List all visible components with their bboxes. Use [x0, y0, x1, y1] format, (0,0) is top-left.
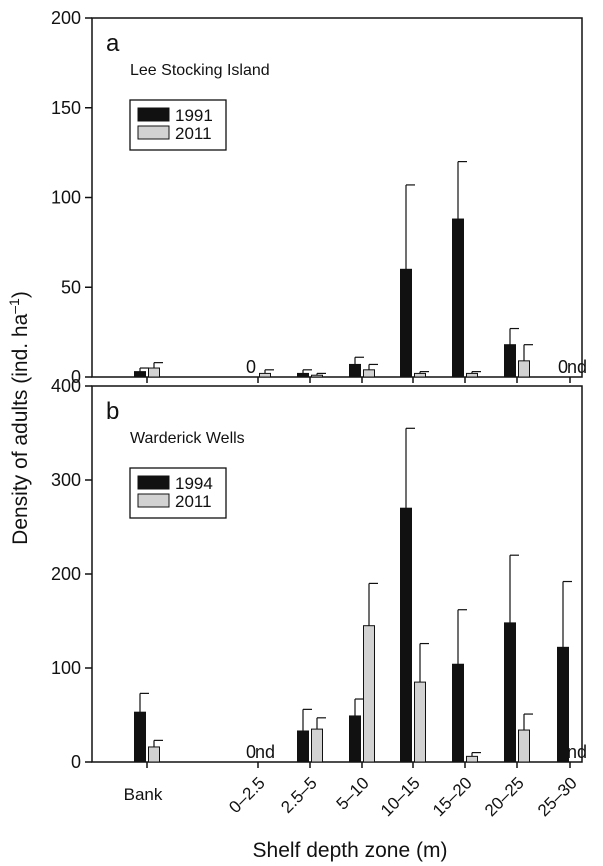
bar-1994: [452, 663, 464, 763]
bar-2011: [466, 755, 478, 763]
bar-1994: [349, 715, 361, 763]
y-axis-label: Density of adults (ind. ha–1): [6, 291, 32, 545]
bar-annotation: nd: [567, 357, 587, 377]
bar-annotation: 0: [246, 357, 256, 377]
panel-a: 0 50 100 150 200 a Lee Stocking Island 19912011…: [51, 8, 587, 387]
legend-swatch: [137, 125, 170, 140]
bar-2011: [259, 372, 271, 378]
legend-label: 2011: [175, 492, 212, 511]
bar-2011: [148, 746, 160, 763]
category-label: Bank: [124, 785, 163, 804]
bar-annotation: 0: [246, 742, 256, 762]
bar-annotation: 0: [558, 357, 568, 377]
bar-annotation: nd: [567, 742, 587, 762]
bar-1991: [349, 363, 361, 378]
legend-label: 1991: [175, 106, 213, 125]
y-tick-label: 50: [61, 277, 81, 297]
panel-letter: b: [106, 398, 119, 425]
category-label: 2.5–5: [277, 773, 321, 817]
x-axis-label: Shelf depth zone (m): [253, 839, 448, 862]
bar-2011: [414, 372, 426, 378]
bar-1991: [297, 372, 309, 378]
y-tick-label: 0: [71, 367, 81, 387]
legend-swatch: [137, 475, 170, 490]
bar-1991: [504, 344, 516, 378]
legend-swatch: [137, 107, 170, 122]
bar-2011: [148, 367, 160, 378]
category-label: 20–25: [481, 773, 528, 820]
bar-1991: [134, 371, 146, 378]
bar-1991: [400, 268, 412, 378]
category-label: 25–30: [534, 773, 581, 820]
bar-1994: [400, 507, 412, 763]
bar-2011: [414, 681, 426, 763]
category-label: 15–20: [429, 773, 476, 820]
y-tick-label: 200: [51, 8, 81, 28]
bar-2011: [363, 625, 375, 763]
bar-1994: [504, 622, 516, 763]
legend-label: 2011: [175, 124, 212, 143]
bar-2011: [311, 728, 323, 763]
bar-1991: [452, 218, 464, 378]
panel-letter: a: [106, 30, 120, 57]
y-tick-label: 150: [51, 98, 81, 118]
y-tick-label: 200: [51, 564, 81, 584]
site-name: Lee Stocking Island: [130, 62, 270, 79]
y-tick-label: 400: [51, 376, 81, 396]
y-tick-label: 100: [51, 658, 81, 678]
bar-annotation: nd: [255, 742, 275, 762]
category-label: 10–15: [377, 773, 424, 820]
category-label: 0–2.5: [225, 773, 269, 817]
bar-2011: [518, 360, 530, 378]
bar-2011: [363, 369, 375, 378]
bar-2011: [518, 729, 530, 763]
bar-1994: [134, 711, 146, 763]
site-name: Warderick Wells: [130, 430, 245, 447]
y-tick-label: 0: [71, 752, 81, 772]
y-tick-label: 100: [51, 188, 81, 208]
bar-1994: [297, 730, 309, 763]
y-tick-label: 300: [51, 470, 81, 490]
category-label: 5–10: [333, 773, 373, 813]
bar-2011: [311, 374, 323, 378]
legend-swatch: [137, 493, 170, 508]
bar-2011: [466, 372, 478, 378]
legend-label: 1994: [175, 474, 213, 493]
